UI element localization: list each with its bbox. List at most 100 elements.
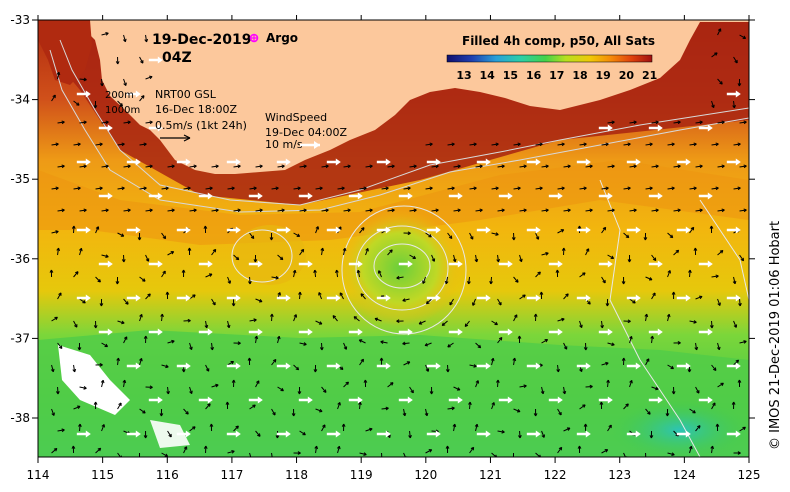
current-vector	[293, 232, 300, 237]
current-vector	[409, 165, 417, 168]
current-vector-head	[142, 278, 146, 282]
current-vector-head	[690, 226, 695, 231]
current-vector	[557, 318, 565, 322]
current-vector	[189, 342, 193, 350]
wind-vector-head	[407, 260, 413, 268]
current-vector-head	[410, 389, 414, 394]
current-vector-head	[407, 231, 411, 236]
current-vector-head	[710, 445, 715, 450]
current-vector-head	[257, 433, 261, 437]
current-vector	[117, 402, 122, 410]
current-vector-head	[187, 247, 192, 251]
current-vector	[321, 424, 326, 432]
current-vector	[645, 187, 653, 190]
current-vector-head	[339, 366, 344, 370]
current-vector-head	[79, 247, 83, 252]
current-vector-head	[322, 424, 326, 428]
current-vector	[739, 34, 746, 39]
wind-vector-head	[85, 430, 91, 438]
current-vector	[51, 364, 54, 372]
current-vector	[227, 276, 231, 284]
current-vector	[711, 402, 716, 410]
current-vector-head	[115, 281, 120, 285]
current-vector-head	[279, 256, 284, 261]
current-vector	[475, 254, 478, 262]
current-vector-head	[93, 325, 98, 329]
current-vector-head	[253, 186, 257, 191]
current-vector	[343, 248, 346, 256]
current-vector-head	[539, 142, 543, 147]
current-vector	[79, 248, 82, 256]
current-vector	[299, 209, 307, 212]
wind-vector-head	[735, 430, 741, 438]
current-vector	[95, 226, 99, 234]
wind-vector-head	[235, 430, 241, 438]
current-vector	[145, 254, 150, 262]
current-vector-head	[428, 449, 433, 453]
current-vector-head	[474, 423, 479, 428]
wind-vector-head	[135, 430, 141, 438]
wind-vector-head	[285, 430, 291, 438]
current-vector	[145, 76, 153, 80]
current-vector	[79, 165, 87, 168]
current-vector	[167, 165, 175, 168]
current-vector	[343, 165, 351, 168]
current-vector	[51, 408, 55, 416]
current-vector-head	[692, 409, 696, 414]
current-vector	[337, 187, 345, 190]
colorbar-tick-label: 13	[456, 69, 471, 82]
current-vector-head	[187, 318, 191, 323]
current-vector-head	[743, 164, 747, 169]
current-vector	[623, 187, 631, 190]
current-vector	[139, 408, 146, 414]
current-vector-head	[215, 383, 219, 388]
current-vector	[733, 359, 739, 366]
current-vector	[359, 401, 361, 410]
current-vector-head	[737, 142, 741, 147]
current-vector	[717, 250, 724, 256]
current-vector-head	[293, 314, 298, 318]
current-vector-head	[715, 274, 719, 279]
current-vector	[645, 358, 650, 366]
current-vector-head	[407, 186, 411, 191]
current-vector-head	[119, 102, 123, 107]
wind-vector-head	[657, 192, 663, 200]
current-vector	[629, 165, 637, 168]
current-vector-head	[479, 208, 483, 213]
current-vector-head	[99, 362, 103, 367]
current-vector-head	[292, 269, 297, 274]
current-vector-head	[361, 227, 365, 231]
current-vector	[409, 386, 414, 394]
wind-vector-head	[407, 192, 413, 200]
current-vector-head	[208, 273, 213, 277]
current-vector	[541, 386, 544, 394]
current-vector	[453, 209, 461, 212]
current-vector	[57, 292, 62, 300]
current-vector-head	[231, 379, 236, 383]
wind-vector-head	[235, 226, 241, 234]
wind-vector-head	[685, 294, 691, 302]
current-vector-head	[740, 257, 745, 262]
current-vector	[431, 254, 435, 262]
current-vector	[57, 209, 65, 212]
current-vector-head	[561, 247, 566, 251]
current-vector-head	[501, 429, 505, 434]
current-vector	[497, 337, 503, 344]
wind-vector-head	[485, 362, 491, 370]
current-vector-head	[712, 402, 716, 406]
current-vector-head	[633, 208, 637, 213]
colorbar-tick-label: 21	[642, 69, 657, 82]
current-vector	[189, 426, 196, 432]
current-vector-head	[215, 208, 219, 213]
current-vector-head	[533, 313, 538, 317]
current-vector	[381, 187, 389, 190]
wind-vector-head	[635, 362, 641, 370]
current-vector-head	[192, 294, 196, 298]
current-vector	[667, 143, 675, 146]
current-vector	[519, 209, 527, 212]
current-vector-head	[632, 300, 636, 304]
wind-vector-head	[557, 192, 563, 200]
current-vector-head	[116, 357, 121, 362]
current-vector	[557, 143, 565, 146]
current-vector	[607, 254, 614, 259]
